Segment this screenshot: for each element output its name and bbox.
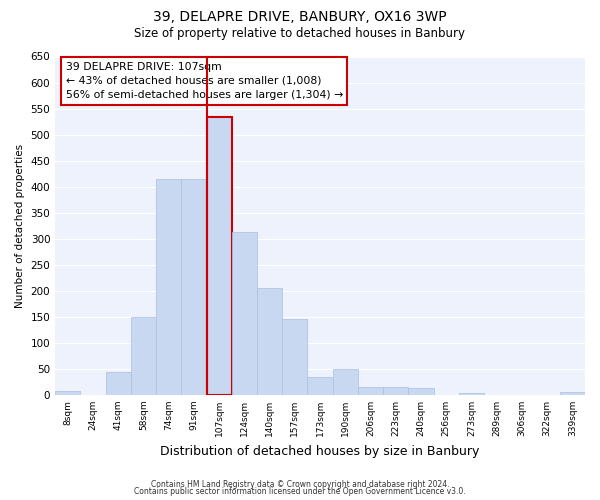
Bar [358, 387, 383, 395]
Text: 39 DELAPRE DRIVE: 107sqm
← 43% of detached houses are smaller (1,008)
56% of sem: 39 DELAPRE DRIVE: 107sqm ← 43% of detach… [66, 62, 343, 100]
Bar [560, 392, 585, 395]
Bar [459, 394, 484, 395]
Bar [257, 288, 282, 395]
Text: Contains HM Land Registry data © Crown copyright and database right 2024.: Contains HM Land Registry data © Crown c… [151, 480, 449, 489]
Bar [307, 376, 332, 395]
Y-axis label: Number of detached properties: Number of detached properties [15, 144, 25, 308]
Bar [232, 232, 257, 395]
Bar [55, 391, 80, 395]
Bar [131, 317, 156, 395]
Text: Size of property relative to detached houses in Banbury: Size of property relative to detached ho… [134, 28, 466, 40]
Bar [156, 179, 181, 395]
Text: Contains public sector information licensed under the Open Government Licence v3: Contains public sector information licen… [134, 488, 466, 496]
Bar [106, 372, 131, 395]
Text: 39, DELAPRE DRIVE, BANBURY, OX16 3WP: 39, DELAPRE DRIVE, BANBURY, OX16 3WP [153, 10, 447, 24]
X-axis label: Distribution of detached houses by size in Banbury: Distribution of detached houses by size … [160, 444, 480, 458]
Bar [206, 118, 232, 395]
Bar [383, 387, 409, 395]
Bar [332, 369, 358, 395]
Bar [181, 179, 206, 395]
Bar [409, 388, 434, 395]
Bar [282, 320, 307, 395]
